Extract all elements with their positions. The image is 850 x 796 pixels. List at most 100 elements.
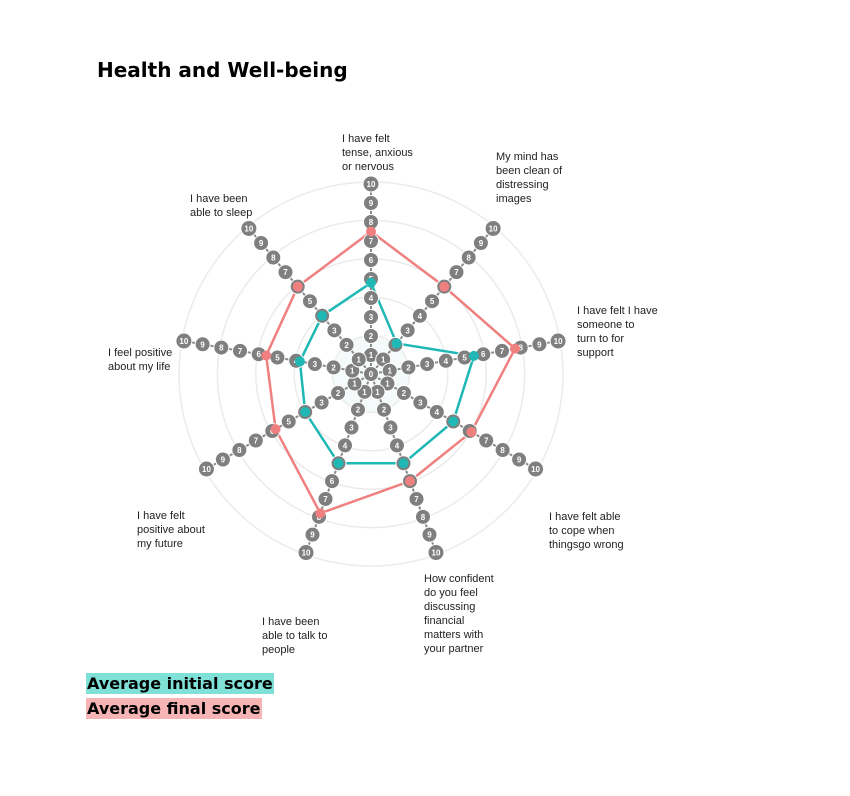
tick-marker: 2: [395, 385, 412, 401]
tick-label: 3: [313, 360, 318, 369]
tick-dot: [472, 235, 489, 252]
data-point: [292, 281, 303, 292]
tick-dot: [362, 175, 380, 193]
tick-marker: 3: [412, 394, 429, 411]
tick-dot: [493, 342, 510, 359]
tick-label: 7: [369, 237, 374, 246]
tick-label: 7: [454, 268, 459, 277]
tick-marker: 7: [478, 432, 495, 449]
tick-marker: 3: [363, 309, 379, 325]
tick-marker: 9: [304, 526, 321, 543]
tick-dot: [194, 336, 211, 353]
data-point: [391, 338, 402, 349]
series-line-average-initial-score: [298, 281, 476, 465]
tick-marker: 10: [175, 332, 193, 350]
axis-label-line: I feel positive: [108, 347, 172, 359]
tick-marker: 8: [231, 442, 248, 458]
data-point: [468, 350, 479, 361]
axis-label-line: I have been: [262, 616, 320, 628]
axis-label-line: about my life: [108, 361, 170, 373]
tick-marker: 2: [400, 359, 417, 376]
tick-dot: [424, 293, 441, 310]
tick-dot: [313, 394, 330, 411]
tick-marker: 10: [427, 544, 445, 562]
tick-dot: [363, 195, 379, 211]
tick-dot: [363, 328, 379, 344]
tick-dot: [306, 356, 323, 373]
tick-marker: 2: [375, 401, 392, 418]
axis-label-line: or nervous: [342, 161, 394, 173]
tick-label: 5: [308, 297, 313, 306]
tick-label: 9: [427, 531, 432, 540]
tick-label: 10: [302, 549, 311, 558]
tick-label: 3: [405, 326, 410, 335]
tick-label: 1: [387, 367, 392, 376]
tick-dot: [414, 508, 431, 525]
tick-marker: 10: [484, 219, 502, 237]
tick-label: 0: [369, 370, 374, 379]
tick-label: 2: [344, 341, 349, 350]
tick-marker: 8: [414, 508, 431, 525]
axis-label: My mind has been clean of distressing image…: [496, 151, 563, 205]
tick-dot: [297, 544, 315, 562]
tick-marker: 5: [424, 293, 441, 310]
tick-marker: 3: [343, 419, 360, 436]
axis-label: I feel positive about my life: [108, 347, 172, 373]
tick-dot: [419, 356, 436, 373]
axis-label-line: able to talk to: [262, 630, 327, 642]
tick-dot: [363, 252, 379, 268]
tick-dot: [247, 432, 264, 449]
tick-dot: [427, 544, 445, 562]
tick-label: 9: [200, 340, 205, 349]
tick-marker: 8: [460, 249, 477, 266]
tick-label: 2: [331, 363, 336, 372]
tick-dot: [232, 342, 249, 359]
axis-label: I have felt positive about my future: [137, 510, 205, 550]
axis-label-line: financial: [424, 615, 464, 627]
tick-dot: [213, 339, 230, 356]
tick-label: 9: [537, 340, 542, 349]
tick-layer: 0123456789100123456789100123456789100123…: [175, 175, 567, 562]
tick-dot: [280, 413, 297, 430]
tick-label: 7: [323, 495, 328, 504]
tick-label: 8: [518, 344, 523, 353]
tick-label: 4: [395, 441, 400, 450]
axis-label-line: support: [577, 347, 614, 359]
tick-label: 3: [418, 399, 423, 408]
tick-label: 6: [330, 477, 335, 486]
tick-label: 5: [287, 418, 292, 427]
tick-marker: 3: [382, 419, 399, 436]
tick-marker: 4: [363, 290, 379, 306]
tick-label: 7: [238, 347, 243, 356]
legend-initial-score: Average initial score: [86, 673, 274, 694]
tick-marker: 3: [313, 394, 330, 411]
tick-label: 2: [382, 406, 387, 415]
tick-dot: [350, 351, 367, 368]
tick-label: 10: [202, 465, 211, 474]
tick-dot: [338, 336, 355, 353]
tick-marker: 7: [232, 342, 249, 359]
axis-label-line: I have felt able: [549, 511, 621, 523]
tick-dot: [277, 264, 294, 281]
data-point: [261, 350, 272, 361]
tick-label: 1: [357, 355, 362, 364]
tick-marker: 4: [437, 352, 454, 369]
tick-marker: 9: [253, 235, 270, 252]
tick-label: 2: [402, 389, 407, 398]
tick-dot: [428, 404, 445, 420]
tick-marker: 9: [531, 336, 548, 353]
tick-marker: 2: [350, 401, 367, 418]
tick-marker: 7: [317, 490, 334, 507]
data-point: [317, 310, 328, 321]
tick-label: 1: [352, 380, 357, 389]
tick-label: 9: [369, 199, 374, 208]
tick-label: 7: [283, 268, 288, 277]
tick-marker: 1: [381, 362, 398, 379]
axis-label-line: My mind has: [496, 151, 559, 163]
tick-label: 6: [257, 350, 262, 359]
tick-dot: [197, 460, 215, 478]
tick-dot: [399, 322, 416, 339]
tick-marker: 10: [197, 460, 215, 478]
axis-label-line: turn to for: [577, 333, 624, 345]
